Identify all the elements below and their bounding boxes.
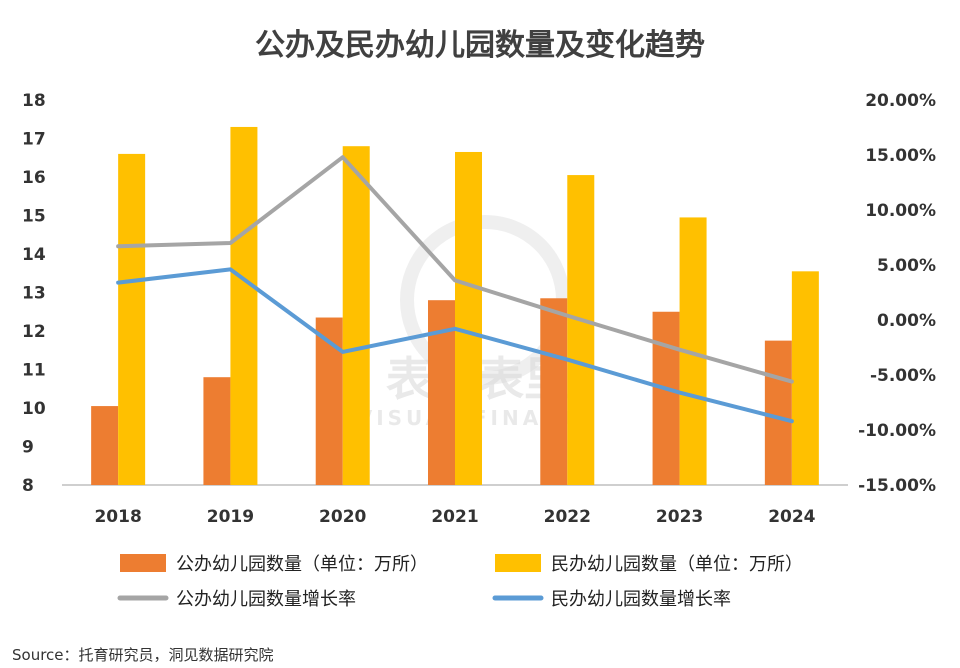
bar <box>567 175 595 485</box>
bar <box>342 146 370 485</box>
legend-swatch <box>120 554 166 572</box>
y-left-tick-label: 16 <box>22 168 46 188</box>
y-left-tick-label: 11 <box>22 361 46 381</box>
line-point <box>790 419 794 423</box>
bar <box>791 271 819 485</box>
bar <box>764 340 792 485</box>
line-point <box>453 327 457 331</box>
legend-label: 民办幼儿园数量增长率 <box>551 589 731 610</box>
line-point <box>116 281 120 285</box>
y-left-tick-label: 17 <box>22 130 46 150</box>
x-tick-label: 2024 <box>768 507 815 527</box>
line-point <box>228 267 232 271</box>
x-tick-label: 2019 <box>207 507 254 527</box>
line-point <box>341 350 345 354</box>
bar <box>315 317 343 485</box>
y-right-tick-label: -10.00% <box>858 421 936 441</box>
legend-swatch <box>495 554 541 572</box>
y-left-tick-label: 14 <box>22 245 46 265</box>
x-tick-label: 2022 <box>544 507 591 527</box>
y-right-tick-label: 10.00% <box>865 201 936 221</box>
line-point <box>678 348 682 352</box>
chart-title: 公办及民办幼儿园数量及变化趋势 <box>255 28 705 63</box>
legend-label: 公办幼儿园数量（单位：万所） <box>176 554 428 575</box>
y-right-tick-label: -5.00% <box>870 366 936 386</box>
line-point <box>678 391 682 395</box>
x-tick-label: 2018 <box>94 507 141 527</box>
bar <box>91 406 119 485</box>
y-left-tick-label: 8 <box>22 476 34 496</box>
bar <box>455 151 482 485</box>
y-left-tick-label: 18 <box>22 91 46 111</box>
line-point <box>565 358 569 362</box>
y-left-tick-label: 13 <box>22 284 46 304</box>
x-tick-label: 2021 <box>431 507 478 527</box>
line-point <box>116 244 120 248</box>
y-right-tick-label: 20.00% <box>865 91 936 111</box>
line-point <box>790 380 794 384</box>
bar <box>230 126 258 485</box>
legend-label: 公办幼儿园数量增长率 <box>176 589 356 610</box>
y-right-tick-label: 15.00% <box>865 146 936 166</box>
y-left-tick-label: 9 <box>22 438 34 458</box>
y-left-tick-label: 12 <box>22 322 46 342</box>
line-point <box>453 278 457 282</box>
bar <box>540 298 568 485</box>
y-right-tick-label: -15.00% <box>858 476 936 496</box>
x-tick-label: 2023 <box>656 507 703 527</box>
source-note: Source：托育研究员，洞见数据研究院 <box>12 646 274 664</box>
line-point <box>565 314 569 318</box>
bar <box>118 153 146 485</box>
y-left-tick-label: 10 <box>22 399 46 419</box>
y-right-tick-label: 5.00% <box>877 256 936 276</box>
x-tick-label: 2020 <box>319 507 366 527</box>
legend-label: 民办幼儿园数量（单位：万所） <box>551 554 803 575</box>
line-point <box>228 241 232 245</box>
bar <box>652 311 680 485</box>
y-right-tick-label: 0.00% <box>877 311 936 331</box>
y-left-tick-label: 15 <box>22 207 46 227</box>
legend: 公办幼儿园数量（单位：万所） 民办幼儿园数量（单位：万所） 公办幼儿园数量增长率 民办… <box>117 554 803 610</box>
bar <box>203 377 231 485</box>
plot-area: 8 9 10 11 12 13 14 15 16 17 18 -15.00% -10.00% -5.00%… <box>22 91 936 527</box>
line-point <box>341 155 345 159</box>
